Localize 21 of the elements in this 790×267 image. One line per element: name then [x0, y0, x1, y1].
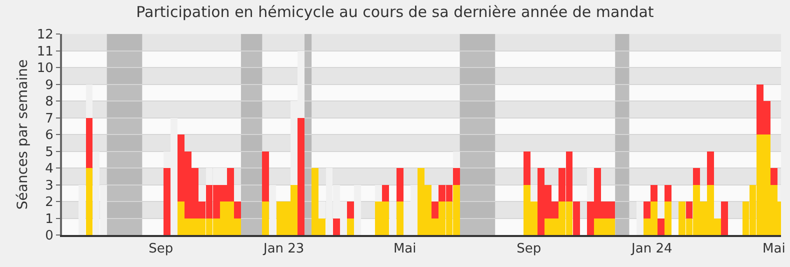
y-tick-label: 0 [45, 228, 54, 244]
y-axis-title: Séances par semaine [14, 59, 31, 210]
y-tick-label: 8 [45, 94, 54, 110]
y-tick-label: 12 [36, 28, 54, 43]
x-tick-label: Jan 23 [262, 242, 304, 257]
x-tick-label: Mai [762, 242, 786, 257]
x-tick-label: Sep [516, 242, 542, 257]
y-tick-label: 7 [45, 111, 54, 126]
y-tick-label: 9 [45, 78, 54, 93]
y-tick-label: 1 [45, 212, 54, 227]
y-tick-label: 2 [45, 195, 54, 210]
x-tick-label: Jan 24 [630, 242, 672, 257]
y-tick-label: 3 [45, 178, 54, 194]
x-tick-label: Sep [148, 242, 174, 257]
x-tick-label: Mai [393, 242, 416, 257]
y-tick-label: 10 [36, 61, 54, 76]
y-tick-label: 5 [45, 144, 54, 160]
y-tick-label: 11 [36, 44, 54, 60]
chart-title: Participation en hémicycle au cours de sa dernière année de mandat [136, 3, 654, 22]
y-tick-label: 6 [45, 128, 54, 144]
y-tick-label: 4 [45, 162, 54, 177]
